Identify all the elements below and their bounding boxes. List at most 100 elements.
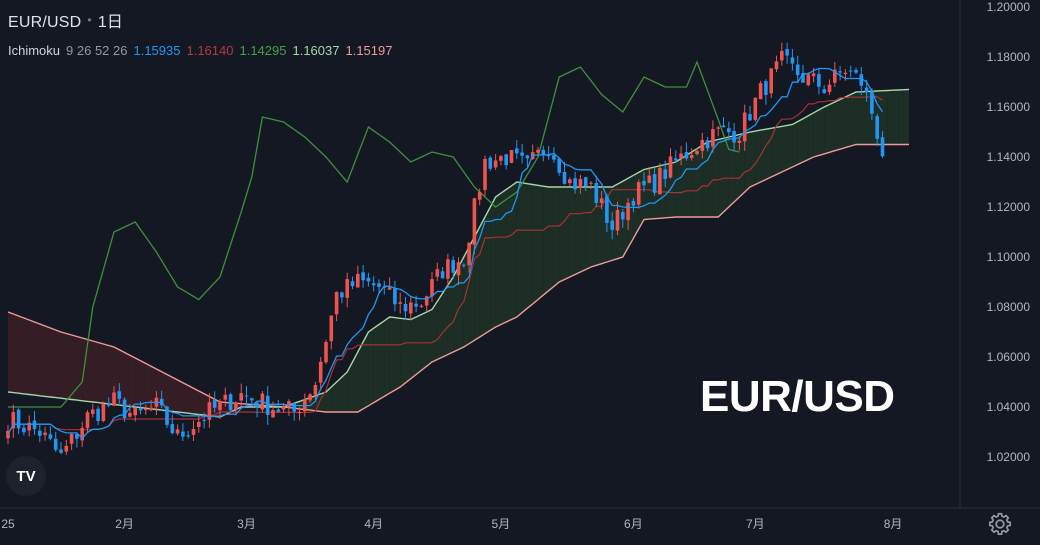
cloud-segment [575,187,581,275]
candle-body [822,89,826,93]
candle [48,426,53,441]
candle-body [557,158,561,173]
candle [276,399,281,413]
cloud-segment [167,374,173,412]
cloud-segment [479,217,485,337]
candle [234,401,238,416]
candle [318,357,323,391]
candle [499,154,503,166]
cloud-segment [792,121,798,167]
candle-body [356,273,360,288]
candle-body [435,269,440,277]
price-tick-label: 1.06000 [987,350,1031,364]
cloud-segment [442,285,448,357]
candle-body [419,305,424,307]
cloud-segment [389,317,395,394]
candle [403,296,408,320]
candle [175,424,180,436]
candle [223,387,228,407]
symbol-header[interactable]: EUR/USD • 1日 [8,8,123,32]
candle-body [583,177,588,186]
candle [462,263,466,268]
candle [250,397,254,407]
candle [520,143,524,164]
candle [430,271,434,303]
candle-body [430,279,434,297]
candle [658,163,662,195]
candle [594,175,599,208]
candle [785,42,789,64]
cloud-segment [426,309,432,367]
cloud-segment [739,133,745,197]
time-tick-label: 5月 [492,517,511,531]
candle [356,265,360,288]
indicator-values: 1.15935 1.16140 1.14295 1.16037 1.15197 [133,43,398,58]
cloud-segment [744,132,750,192]
cloud-segment [400,318,406,387]
cloud-segment [707,140,713,217]
indicator-value-0: 1.15935 [133,43,181,58]
gear-icon[interactable] [987,511,1013,537]
candle [525,154,530,167]
time-axis: 25 2月 3月 4月 5月 6月 7月 8月 [0,507,1040,531]
candle-body [594,183,599,203]
cloud-segment [559,187,565,282]
candle [456,257,461,285]
candle-body [48,434,53,439]
candle-body [859,74,864,86]
candle-body [366,277,371,282]
cloud-segment [776,126,782,175]
indicator-legend[interactable]: Ichimoku 9 26 52 26 1.15935 1.16140 1.14295 1… [8,43,404,58]
candle [255,401,259,418]
candle [568,177,572,187]
candle [716,125,720,137]
candle-body [101,403,106,421]
cloud-segment [55,330,61,399]
cloud-segment [18,316,24,394]
candle [573,171,577,194]
cloud-segment [903,89,909,145]
candle [43,426,47,441]
candle [806,72,811,87]
candle-body [96,408,100,422]
cloud-segment [765,128,772,180]
cloud-segment [50,328,56,398]
candle-body [80,427,84,441]
candle-body [91,409,95,414]
candle [833,62,837,87]
cloud-segment [755,130,761,185]
candle [75,433,79,448]
candle-body [398,302,402,304]
candle-body [610,220,614,230]
cloud-segment [506,185,512,322]
candle [483,155,487,197]
candle-body [197,421,201,427]
candle-body [117,391,122,399]
candle [636,179,641,209]
candle-body [705,140,710,149]
time-tick-label: 6月 [624,517,643,531]
candle [880,131,885,158]
candle-body [753,97,758,120]
tradingview-logo[interactable]: TV [6,456,46,496]
candle [822,85,826,94]
candle [546,146,551,160]
cloud-segment [861,91,867,145]
candle-body [271,410,275,418]
candle [409,296,413,321]
ichimoku-cloud [8,89,909,417]
cloud-segment [363,332,369,409]
candle [446,253,450,288]
candle [668,148,673,179]
tenkan-line [7,67,884,440]
cloud-segment [23,318,30,395]
cloud-segment [548,187,554,291]
candle [504,153,508,170]
cloud-segment [845,94,851,148]
cloud-segment [893,90,899,145]
candle [207,393,212,428]
cloud-segment [781,125,788,172]
candle [732,122,736,152]
